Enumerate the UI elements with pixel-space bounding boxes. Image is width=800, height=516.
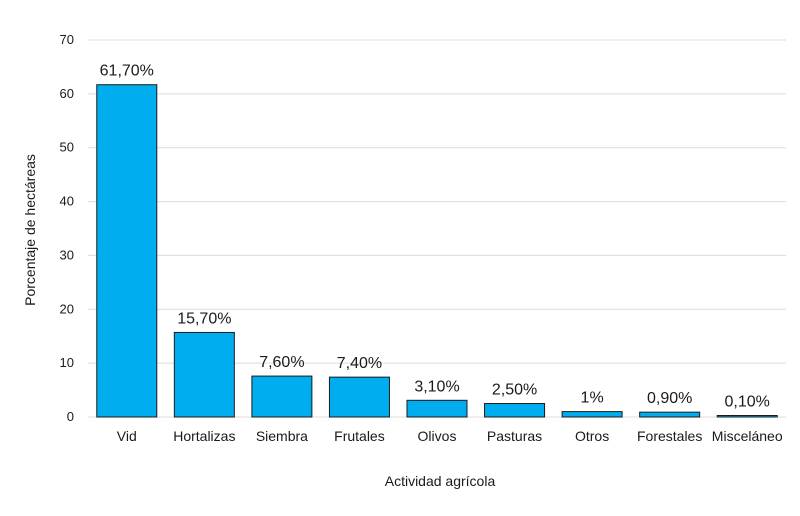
- y-tick-label-1: 10: [60, 355, 74, 370]
- data-label-8: 0,10%: [725, 394, 770, 411]
- bar-3: [328, 376, 390, 418]
- y-axis-title: Porcentaje de hectáreas: [22, 154, 38, 306]
- y-tick-label-0: 0: [67, 409, 74, 424]
- data-label-4: 3,10%: [414, 378, 459, 395]
- data-labels: 61,70% 15,70% 7,60% 7,40% 3,10% 2,50% 1% 0,90% 0…: [100, 63, 770, 411]
- y-tick-label-7: 70: [60, 32, 74, 47]
- bar-5: [484, 403, 546, 418]
- y-tick-label-2: 20: [60, 301, 74, 316]
- bar-6: [561, 411, 623, 418]
- bar-8: [716, 415, 778, 418]
- y-tick-label-5: 50: [60, 140, 74, 155]
- data-label-1: 15,70%: [177, 310, 231, 327]
- category-label-4: Olivos: [418, 428, 457, 444]
- category-label-7: Forestales: [637, 428, 702, 444]
- y-axis-ticks: 0 10 20 30 40 50 60 70: [60, 32, 74, 424]
- bar-0: [96, 84, 158, 418]
- bar-1: [173, 331, 235, 418]
- category-label-1: Hortalizas: [173, 428, 235, 444]
- y-tick-label-3: 30: [60, 247, 74, 262]
- data-label-2: 7,60%: [259, 354, 304, 371]
- bar-7: [639, 411, 701, 418]
- category-label-5: Pasturas: [487, 428, 542, 444]
- category-label-0: Vid: [117, 428, 137, 444]
- data-label-3: 7,40%: [337, 355, 382, 372]
- bar-4: [406, 399, 468, 418]
- category-label-8: Misceláneo: [712, 428, 783, 444]
- data-label-7: 0,90%: [647, 390, 692, 407]
- x-axis-title: Actividad agrícola: [385, 473, 496, 489]
- bars: [96, 84, 778, 418]
- data-label-6: 1%: [581, 390, 604, 407]
- bar-2: [251, 375, 313, 418]
- data-label-5: 2,50%: [492, 382, 537, 399]
- category-label-6: Otros: [575, 428, 609, 444]
- y-tick-label-6: 60: [60, 86, 74, 101]
- category-label-2: Siembra: [256, 428, 308, 444]
- y-tick-label-4: 40: [60, 194, 74, 209]
- data-label-0: 61,70%: [100, 63, 154, 80]
- x-axis-categories: Vid Hortalizas Siembra Frutales Olivos Pastur…: [117, 428, 783, 444]
- category-label-3: Frutales: [334, 428, 385, 444]
